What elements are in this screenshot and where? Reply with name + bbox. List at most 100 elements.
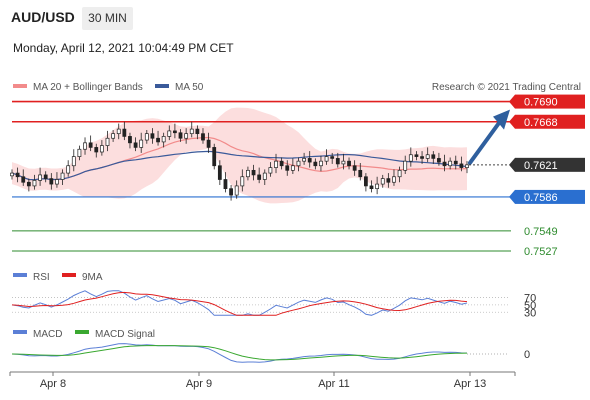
projection-arrow [468, 109, 510, 165]
candle-body-34 [201, 133, 205, 141]
macd-legend-swatch [13, 330, 27, 334]
level-tag-pointer-1 [509, 114, 515, 129]
candle-body-58 [335, 158, 340, 165]
candle-body-1 [15, 172, 20, 178]
candle-body-3 [26, 181, 31, 187]
macd-signal-legend-label: MACD Signal [95, 329, 155, 340]
candle-body-36 [212, 147, 217, 167]
candle-body-63 [363, 176, 368, 187]
rsi-line [11, 290, 468, 316]
candle-body-21 [128, 136, 132, 144]
candle-body-37 [217, 165, 222, 180]
macd-signal-line [11, 344, 468, 361]
candle-body-6 [43, 174, 48, 179]
candle-body-79 [453, 160, 458, 165]
candle-body-57 [330, 156, 335, 159]
candle-body-2 [21, 176, 26, 183]
candle-body-12 [77, 148, 82, 157]
candle-body-76 [437, 158, 441, 163]
candle-body-67 [386, 178, 391, 183]
price-levels [12, 100, 511, 252]
ma20-legend-swatch [13, 84, 27, 88]
level-tag-pointer-0 [509, 94, 515, 109]
macd-legend-label: MACD [33, 329, 62, 340]
candle-body-73 [420, 156, 424, 159]
candle-body-45 [262, 172, 267, 180]
candle-body-16 [99, 145, 104, 153]
level-labels: 0.7690 0.7668 0.7586 0.7549 0.7527 0.7621 [469, 94, 585, 258]
candle-body-8 [55, 179, 59, 185]
candle-body-13 [83, 142, 87, 150]
last-price-tag [515, 157, 585, 172]
candle-body-60 [347, 160, 351, 167]
macd-signal-legend-swatch [75, 330, 89, 334]
rsi-level-label-2: 30 [524, 307, 536, 319]
rsi-9ma-legend-label: 9MA [82, 272, 103, 283]
candle-body-0 [10, 172, 14, 177]
candle-body-50 [290, 165, 295, 171]
candle-body-4 [32, 180, 37, 187]
candle-body-22 [133, 142, 138, 148]
candle-body-32 [189, 128, 194, 135]
candle-body-25 [150, 133, 155, 139]
candle-body-23 [139, 139, 144, 148]
candle-body-75 [431, 154, 436, 159]
projection-arrow-line [468, 119, 502, 165]
candle-body-71 [408, 154, 413, 162]
candle-body-48 [279, 160, 284, 167]
candle-body-33 [195, 128, 200, 135]
candle-body-40 [234, 185, 239, 196]
rsi-level-label-0: 70 [524, 292, 536, 304]
moving-averages [11, 136, 468, 181]
candle-body-9 [60, 172, 65, 180]
candle-body-66 [380, 178, 385, 185]
candle-body-59 [341, 160, 346, 165]
level-tag-0 [515, 94, 585, 109]
candle-body-77 [442, 161, 447, 167]
candle-body-72 [414, 154, 419, 157]
candle-body-28 [167, 130, 172, 137]
candle-body-54 [313, 161, 318, 167]
candle-body-14 [88, 142, 93, 148]
ma50-line [11, 150, 468, 181]
candle-body-47 [274, 160, 278, 168]
candle-body-17 [105, 137, 110, 146]
candle-body-42 [246, 169, 250, 178]
candle-body-80 [459, 163, 464, 168]
candle-body-55 [319, 160, 323, 167]
candle-body-49 [285, 165, 290, 171]
candle-body-10 [66, 165, 71, 174]
candle-body-24 [144, 133, 149, 141]
candle-body-43 [251, 169, 256, 176]
x-tick-label-0: Apr 8 [40, 378, 66, 390]
rsi-legend-label: RSI [33, 272, 50, 283]
candle-body-61 [352, 165, 357, 171]
candle-body-38 [223, 179, 228, 190]
datetime-label: Monday, April 12, 2021 10:04:49 PM CET [13, 41, 234, 55]
level-tag-1 [515, 114, 585, 129]
timeframe-button[interactable]: 30 MIN [82, 7, 133, 30]
x-axis: Apr 8 Apr 9 Apr 11 Apr 13 [9, 371, 516, 390]
rsi-9ma-legend-swatch [62, 273, 76, 277]
candle-body-62 [358, 169, 363, 178]
copyright-label: Research © 2021 Trading Central [432, 82, 581, 93]
last-price-tag-pointer [509, 157, 515, 172]
candle-body-69 [397, 169, 402, 178]
candle-body-5 [38, 174, 42, 181]
macd-line [11, 343, 468, 363]
macd-panel: 0 [11, 343, 530, 363]
candle-body-64 [369, 185, 374, 190]
candles [10, 121, 469, 201]
level-label-4: 0.7527 [524, 246, 558, 258]
last-price-label: 0.7621 [524, 160, 558, 172]
candle-body-70 [403, 160, 408, 171]
candle-body-44 [257, 174, 262, 180]
ma50-legend-swatch [155, 84, 169, 88]
candle-body-29 [173, 130, 177, 134]
level-tag-2 [515, 189, 585, 204]
candle-body-7 [49, 178, 54, 185]
level-label-3: 0.7549 [524, 226, 558, 238]
rsi-9ma-line [11, 291, 468, 316]
